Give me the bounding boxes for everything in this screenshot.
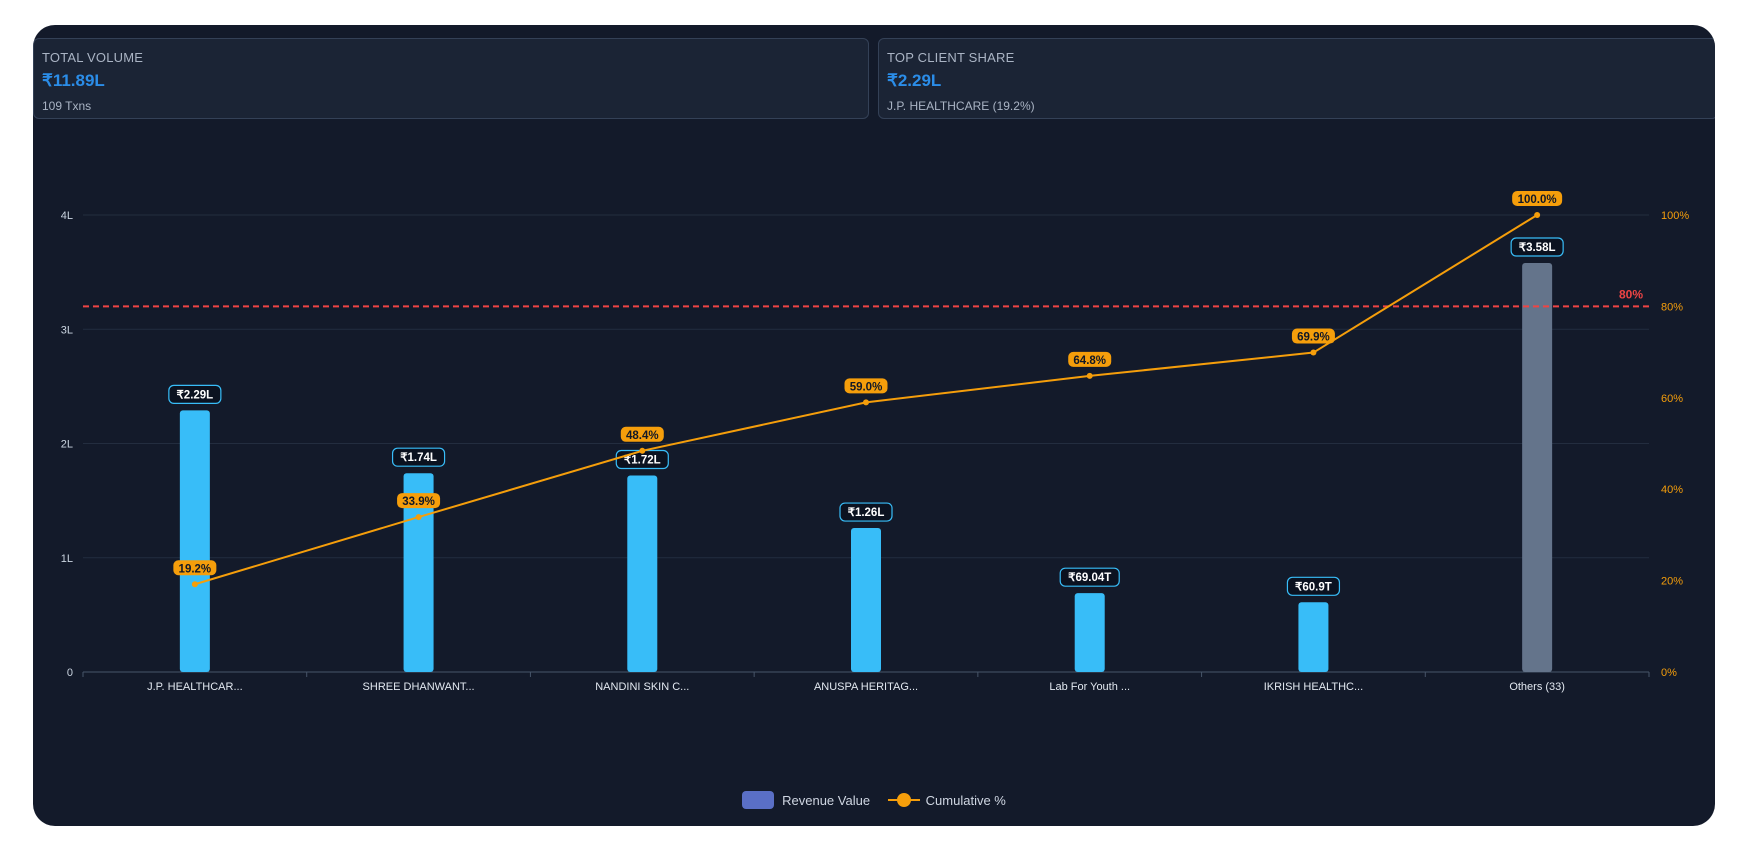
bar <box>1522 262 1553 672</box>
cumulative-label-box <box>1068 351 1112 367</box>
cumulative-value-label: 64.8% <box>1073 355 1106 367</box>
pareto-chart: 0 1L 2L 3L 4L 0% 20% 40% 60% 80% 100% J.P. HEALTHCA… <box>61 191 1689 693</box>
x-tick-label: J.P. HEALTHCAR... <box>147 681 243 693</box>
bar-label-box <box>391 447 446 467</box>
bar-value-label: ₹2.29L <box>176 389 213 401</box>
kpi-card-top-client-share: TOP CLIENT SHARE ₹2.29L J.P. HEALTHCARE … <box>878 38 1715 119</box>
bar <box>1074 593 1105 672</box>
cumulative-point <box>191 581 198 588</box>
bar-value-label: ₹69.04T <box>1068 572 1111 584</box>
legend-line-swatch <box>887 793 920 807</box>
cumulative-label-box <box>1291 328 1335 344</box>
bar-label-box <box>1510 237 1564 257</box>
legend-label-revenue: Revenue Value <box>782 792 871 808</box>
cumulative-label-box <box>844 378 888 394</box>
bar-value-label: ₹1.72L <box>624 454 661 466</box>
y-left-tick-label: 1L <box>61 553 73 565</box>
x-tick-label: ANUSPA HERITAG... <box>814 681 918 693</box>
y-right-tick-label: 20% <box>1661 576 1683 588</box>
cumulative-point <box>863 399 869 406</box>
cumulative-value-label: 33.9% <box>402 496 435 508</box>
x-tick-label: SHREE DHANWANT... <box>363 681 475 693</box>
bar <box>851 528 881 672</box>
y-left-tick-label: 0 <box>67 667 73 679</box>
bar-value-label: ₹60.9T <box>1295 581 1332 593</box>
y-left-tick-label: 2L <box>61 439 73 451</box>
chart-panel: TOTAL VOLUME ₹11.89L 109 Txns TOP CLIENT… <box>33 25 1715 826</box>
cumulative-value-label: 100.0% <box>1518 194 1557 206</box>
y-right-tick-label: 40% <box>1661 484 1683 496</box>
cumulative-point <box>1310 349 1317 356</box>
kpi-subtext: J.P. HEALTHCARE (19.2%) <box>887 99 1035 113</box>
cumulative-label-box <box>397 493 441 509</box>
bar-value-label: ₹3.58L <box>1519 242 1556 254</box>
y-left-tick-label: 4L <box>61 210 73 222</box>
bar-label-box <box>1059 567 1120 587</box>
legend-bar-swatch <box>742 791 775 809</box>
bar <box>403 473 434 672</box>
legend-item-cumulative[interactable]: Cumulative % <box>887 792 1006 808</box>
bar-label-box <box>168 384 222 404</box>
bar <box>1298 602 1329 672</box>
y-right-tick-label: 0% <box>1661 667 1677 679</box>
x-tick-label: NANDINI SKIN C... <box>595 681 689 693</box>
kpi-label: TOP CLIENT SHARE <box>887 50 1015 65</box>
kpi-card-total-volume: TOTAL VOLUME ₹11.89L 109 Txns <box>33 38 869 119</box>
legend-item-revenue[interactable]: Revenue Value <box>742 791 870 809</box>
cumulative-label-box <box>620 426 664 442</box>
cumulative-point <box>1086 372 1093 379</box>
kpi-subtext: 109 Txns <box>42 99 92 113</box>
x-tick-label: IKRISH HEALTHC... <box>1264 681 1363 693</box>
bar <box>627 475 658 672</box>
cumulative-value-label: 19.2% <box>179 563 212 575</box>
cumulative-value-label: 48.4% <box>626 430 659 442</box>
bar-label-box <box>839 502 893 522</box>
kpi-label: TOTAL VOLUME <box>42 50 144 65</box>
y-right-tick-label: 100% <box>1661 210 1689 222</box>
y-right-tick-label: 80% <box>1661 301 1683 313</box>
x-tick-label: Lab For Youth ... <box>1049 681 1130 693</box>
cumulative-label-box <box>1512 191 1563 206</box>
cumulative-value-label: 59.0% <box>850 381 883 393</box>
x-tick-label: Others (33) <box>1509 681 1565 693</box>
cumulative-value-label: 69.9% <box>1297 332 1330 344</box>
cumulative-label-box <box>173 560 217 576</box>
kpi-value: ₹2.29L <box>887 71 942 90</box>
chart-legend: Revenue Value Cumulative % <box>33 791 1715 809</box>
cumulative-point <box>639 447 646 454</box>
bar-label-box <box>1286 576 1341 596</box>
y-left-tick-label: 3L <box>61 324 73 336</box>
legend-label-cumulative: Cumulative % <box>925 792 1006 808</box>
bar <box>179 410 210 672</box>
threshold-label: 80% <box>1619 287 1643 301</box>
kpi-value: ₹11.89L <box>42 71 105 90</box>
cumulative-point <box>1534 212 1541 218</box>
bar-value-label: ₹1.74L <box>400 452 437 464</box>
bar-value-label: ₹1.26L <box>848 507 885 519</box>
y-right-tick-label: 60% <box>1661 393 1683 405</box>
cumulative-point <box>415 514 422 521</box>
